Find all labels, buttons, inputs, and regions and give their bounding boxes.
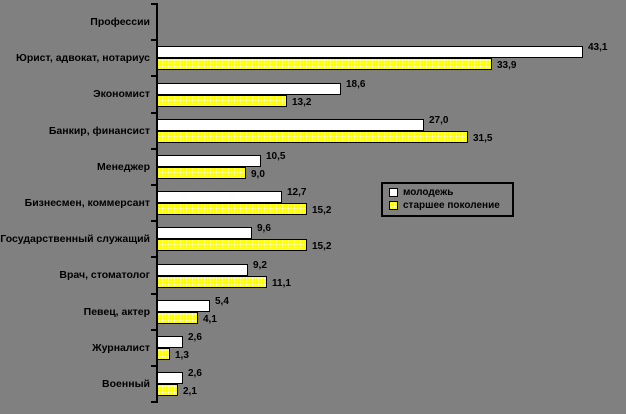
bar-older-generation: [157, 130, 468, 143]
category-label: Бизнесмен, коммерсант: [24, 197, 150, 210]
bar-older-generation: [157, 311, 198, 324]
bar-youth: [157, 263, 248, 276]
value-label: 9,2: [253, 259, 267, 271]
legend-swatch-older-generation-icon: [389, 201, 398, 210]
axis-tick: [151, 256, 156, 259]
axis-tick: [151, 147, 156, 150]
value-label: 9,0: [251, 168, 265, 180]
value-label: 43,1: [588, 42, 608, 54]
bar-older-generation: [157, 203, 307, 216]
axis-tick: [151, 220, 156, 223]
legend: молодежь старшее поколение: [381, 182, 514, 217]
axis-tick: [151, 75, 156, 78]
axis-tick: [151, 39, 156, 42]
value-label: 2,1: [183, 386, 197, 398]
bar-youth: [157, 299, 210, 312]
bar-older-generation: [157, 347, 170, 360]
bar-youth: [157, 335, 183, 348]
bar-youth: [157, 118, 424, 131]
legend-swatch-youth-icon: [389, 188, 398, 197]
value-label: 13,2: [292, 96, 312, 108]
legend-item-youth: молодежь: [389, 187, 500, 198]
bar-older-generation: [157, 58, 492, 71]
axis-tick: [151, 3, 156, 5]
axis-tick: [151, 365, 156, 367]
category-label: Экономист: [93, 88, 150, 101]
value-label: 10,5: [266, 150, 286, 162]
bar-youth: [157, 46, 583, 59]
bar-youth: [157, 154, 261, 167]
bar-older-generation: [157, 166, 246, 179]
value-label: 2,6: [188, 368, 202, 380]
bar-youth: [157, 191, 282, 204]
value-label: 27,0: [429, 114, 449, 126]
legend-item-older-generation: старшее поколение: [389, 200, 500, 211]
axis-tick: [151, 292, 156, 295]
value-label: 15,2: [312, 241, 332, 253]
category-label: Менеджер: [97, 160, 150, 173]
bar-older-generation: [157, 384, 178, 397]
value-label: 18,6: [346, 78, 366, 90]
value-label: 33,9: [497, 60, 517, 72]
bar-older-generation: [157, 94, 287, 107]
category-label: Военный: [102, 378, 150, 391]
legend-label-youth: молодежь: [403, 187, 454, 198]
bar-youth: [157, 227, 252, 240]
category-label: Врач, стоматолог: [59, 269, 150, 282]
axis-tick: [151, 184, 156, 186]
value-label: 2,6: [188, 331, 202, 343]
bar-older-generation: [157, 239, 307, 252]
bar-youth: [157, 82, 341, 95]
category-label: Журналист: [92, 341, 150, 354]
value-label: 9,6: [257, 223, 271, 235]
value-label: 15,2: [312, 205, 332, 217]
category-label: Юрист, адвокат, нотариус: [15, 52, 150, 65]
value-label: 11,1: [272, 277, 291, 289]
axis-tick: [151, 328, 156, 331]
bar-older-generation: [157, 275, 267, 288]
category-label: Певец, актер: [83, 305, 150, 318]
value-label: 5,4: [215, 295, 229, 307]
axis-tick: [151, 111, 156, 114]
category-label: Банкир, финансист: [48, 124, 150, 137]
value-label: 1,3: [175, 349, 189, 361]
value-label: 31,5: [473, 132, 493, 144]
axis-tick: [151, 401, 156, 404]
bar-youth: [157, 372, 183, 385]
category-label: Государственный служащий: [0, 233, 150, 246]
value-label: 12,7: [287, 187, 307, 199]
axis-title: Профессии: [90, 16, 150, 29]
value-label: 4,1: [203, 313, 217, 325]
legend-label-older-generation: старшее поколение: [403, 200, 500, 211]
